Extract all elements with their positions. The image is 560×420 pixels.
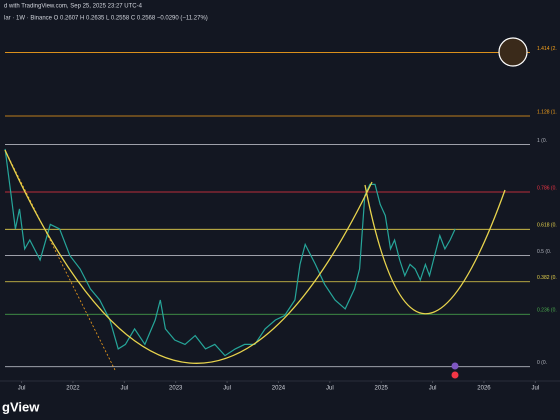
cup-curve [364, 184, 506, 315]
x-tick-label: Jul [326, 386, 334, 392]
fib-label: 1.414 (2. [537, 46, 557, 52]
fib-levels: 1.414 (2. 1.128 (1. 1 (0. 0.786 (0. 0.618 (0… [5, 46, 557, 368]
x-tick-label: Jul [429, 386, 437, 392]
fib-label: 0.786 (0. [537, 185, 557, 191]
x-tick-label: 2023 [169, 386, 183, 392]
x-tick-label: 2024 [272, 386, 286, 392]
fib-label: 0.5 (0. [537, 249, 551, 255]
trend-line [4, 149, 116, 371]
watermark: gView [2, 399, 40, 414]
price-line [4, 148, 456, 357]
x-tick-label: 2025 [375, 386, 389, 392]
fib-label: 0 (0. [537, 360, 547, 366]
x-tick-label: Jul [18, 386, 26, 392]
x-tick-label: 2026 [477, 386, 491, 392]
x-tick-label: Jul [532, 386, 540, 392]
plot [4, 148, 456, 357]
symbol-line: lar · 1W · Binance O 0.2607 H 0.2635 L 0… [4, 16, 208, 22]
fib-label: 1.128 (1. [537, 109, 557, 115]
header: d with TradingView.com, Sep 25, 2025 23:… [4, 4, 143, 10]
x-tick-label: 2022 [66, 386, 80, 392]
target-circle [498, 37, 528, 67]
x-tick-label: Jul [223, 386, 231, 392]
event-icon [451, 371, 459, 379]
cup-curve [4, 149, 373, 364]
fib-label: 0.236 (0. [537, 308, 557, 314]
fib-label: 0.618 (0. [537, 223, 557, 229]
fib-label: 1 (0. [537, 138, 547, 144]
x-tick-label: Jul [120, 386, 128, 392]
event-icon [451, 362, 459, 370]
fib-label: 0.382 (0. [537, 275, 557, 281]
